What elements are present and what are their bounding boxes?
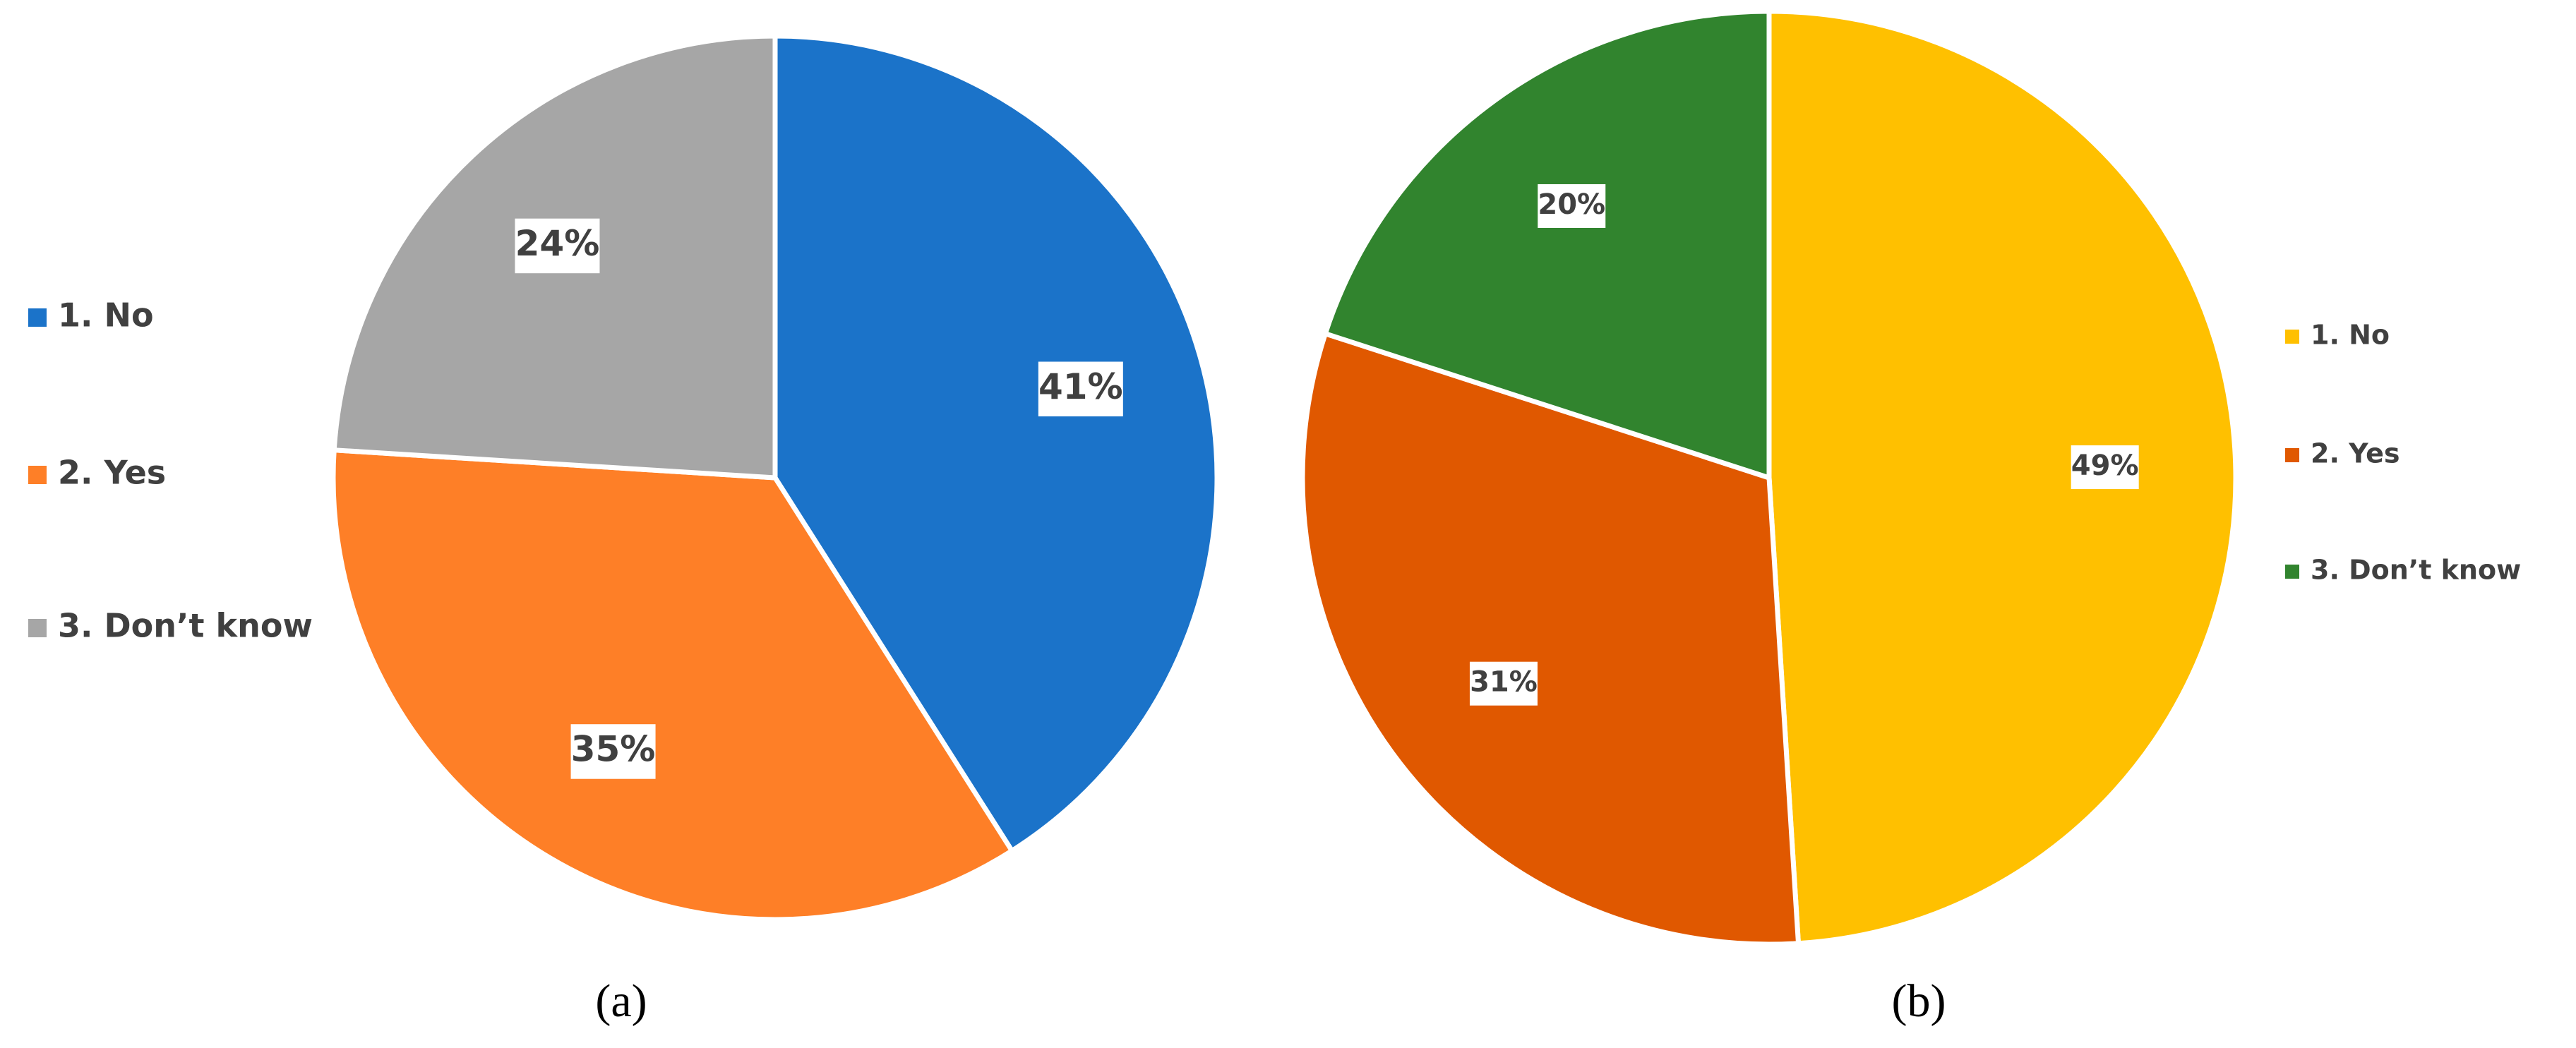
data-label-box: [515, 218, 600, 274]
legend-label: 3. Don’t know: [58, 607, 313, 645]
pie-slice: [330, 447, 1016, 922]
pie-slice: [1322, 8, 1772, 481]
caption: (a): [595, 975, 647, 1027]
data-label-box: [570, 724, 656, 779]
legend-label: 2. Yes: [2311, 438, 2400, 469]
legend-swatch: [2285, 448, 2299, 462]
legend-swatch: [2285, 565, 2299, 579]
legend-swatch: [28, 619, 47, 637]
data-label: 35%: [571, 728, 656, 769]
pie-slice: [1766, 8, 2239, 946]
data-label: 24%: [515, 223, 600, 264]
legend-label: 2. Yes: [58, 454, 166, 492]
data-label: 31%: [1470, 666, 1538, 699]
caption: (b): [1892, 975, 1946, 1027]
data-label: 49%: [2071, 450, 2139, 482]
data-label-box: [2071, 445, 2139, 490]
legend-swatch: [2285, 330, 2299, 344]
legend-swatch: [28, 466, 47, 484]
data-label-box: [1469, 661, 1538, 706]
legend-swatch: [28, 308, 47, 327]
pie-slice: [772, 33, 1220, 855]
data-label-box: [1038, 361, 1123, 417]
data-label: 41%: [1038, 366, 1123, 407]
pie-slice: [1300, 330, 1802, 947]
legend-label: 1. No: [58, 296, 154, 335]
legend-label: 1. No: [2311, 320, 2390, 351]
data-label-box: [1538, 183, 1606, 228]
data-label: 20%: [1538, 188, 1605, 221]
legend-label: 3. Don’t know: [2311, 555, 2521, 586]
